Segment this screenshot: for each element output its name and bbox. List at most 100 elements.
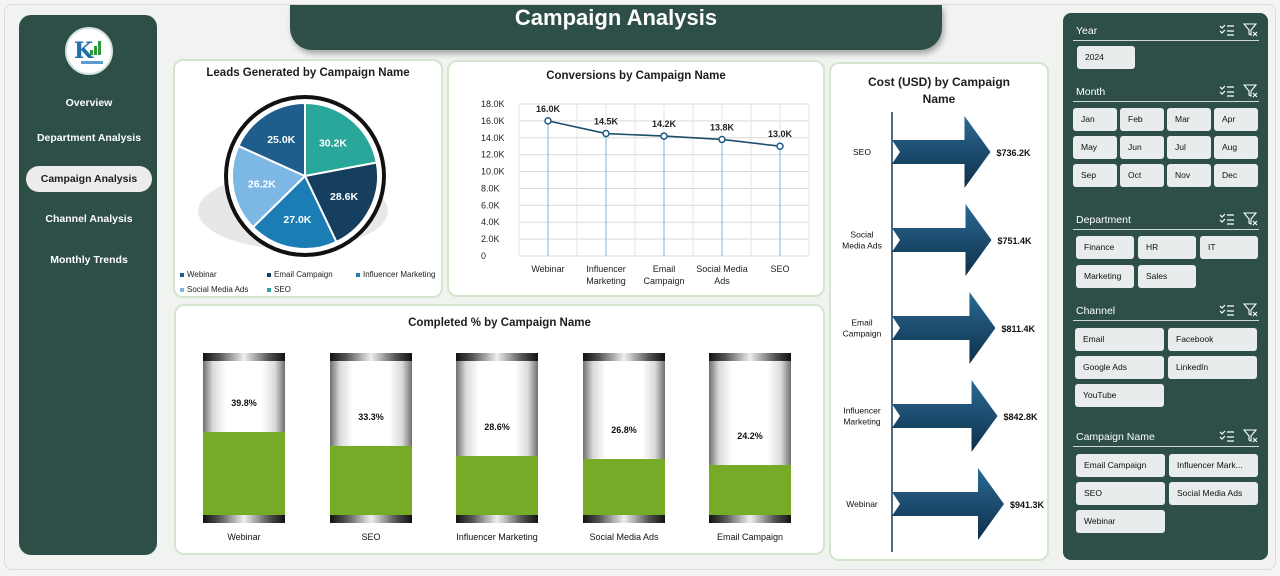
gauge-category-label: SEO — [361, 532, 381, 542]
x-tick-label: Webinar — [531, 264, 564, 274]
filter-chip-month-mar[interactable]: Mar — [1167, 108, 1211, 131]
clear-filter-icon[interactable] — [1242, 303, 1259, 317]
page-title: Campaign Analysis — [514, 5, 718, 30]
nav-item-channel-analysis[interactable]: Channel Analysis — [45, 213, 133, 225]
nav-item-campaign-analysis[interactable]: Campaign Analysis — [26, 166, 152, 192]
multi-select-icon[interactable] — [1219, 303, 1235, 317]
y-tick-label: 16.0K — [481, 116, 505, 126]
x-tick-label: Influencer — [586, 264, 626, 274]
completed-gauge: 33.3% — [330, 353, 412, 523]
filter-chip-month-jan[interactable]: Jan — [1073, 108, 1117, 131]
filter-chip-email[interactable]: Email — [1075, 328, 1164, 351]
filter-chip-month-apr[interactable]: Apr — [1214, 108, 1258, 131]
y-tick-label: 14.0K — [481, 133, 505, 143]
legend-swatch — [356, 272, 360, 277]
legend-swatch — [180, 272, 184, 277]
conversions-chart-title: Conversions by Campaign Name — [546, 70, 726, 82]
legend-label: SEO — [274, 285, 291, 294]
clear-filter-icon[interactable] — [1242, 212, 1259, 226]
gauge-fill — [583, 459, 665, 515]
cost-value-label: $811.4K — [1001, 324, 1035, 334]
filter-chip-email-campaign[interactable]: Email Campaign — [1076, 454, 1165, 477]
filter-header-channel: Channel — [1073, 303, 1259, 321]
filter-chip-influencer-marketing[interactable]: Influencer Mark... — [1169, 454, 1258, 477]
filter-label: Month — [1076, 86, 1106, 98]
clear-filter-icon[interactable] — [1242, 23, 1259, 37]
x-tick-label: Email — [653, 264, 676, 274]
legend-item-influencer-marketing: Influencer Marketing — [356, 270, 435, 279]
legend-item-email-campaign: Email Campaign — [267, 270, 333, 279]
legend-swatch — [267, 287, 271, 292]
filter-chip-facebook[interactable]: Facebook — [1168, 328, 1257, 351]
gauge-category-label: Social Media Ads — [589, 532, 659, 542]
legend-item-social-media-ads: Social Media Ads — [180, 285, 248, 294]
gauge-fill — [330, 446, 412, 515]
filter-chip-month-aug[interactable]: Aug — [1214, 136, 1258, 159]
filter-chip-finance[interactable]: Finance — [1076, 236, 1134, 259]
multi-select-icon[interactable] — [1219, 23, 1235, 37]
gauge-cap-bottom — [330, 515, 412, 523]
multi-select-icon[interactable] — [1219, 84, 1235, 98]
filter-chip-month-sep[interactable]: Sep — [1073, 164, 1117, 187]
completed-gauge: 28.6% — [456, 353, 538, 523]
filter-chip-month-jul[interactable]: Jul — [1167, 136, 1211, 159]
nav-item-overview[interactable]: Overview — [65, 97, 113, 109]
filter-chip-webinar[interactable]: Webinar — [1076, 510, 1165, 533]
cost-category-label: Media Ads — [842, 241, 882, 251]
cost-value-label: $842.8K — [1004, 412, 1039, 422]
filter-chip-year[interactable]: 2024 — [1077, 46, 1135, 69]
legend-label: Webinar — [187, 270, 217, 279]
cost-category-label: Webinar — [846, 499, 878, 509]
gauge-value-label: 33.3% — [358, 412, 384, 422]
filter-chip-social-media-ads[interactable]: Social Media Ads — [1169, 482, 1258, 505]
leads-pie-chart: 30.2K 28.6K 27.0K 26.2K 25.0K — [198, 95, 388, 257]
filter-chip-seo[interactable]: SEO — [1076, 482, 1165, 505]
clear-filter-icon[interactable] — [1242, 84, 1259, 98]
x-tick-label: Campaign — [643, 276, 684, 286]
page-title-banner: Campaign Analysis — [290, 5, 942, 50]
gauge-fill — [709, 465, 791, 515]
y-tick-label: 2.0K — [481, 234, 500, 244]
x-tick-label: SEO — [770, 264, 789, 274]
filter-header-year: Year — [1073, 23, 1259, 41]
cost-category-label: SEO — [853, 147, 871, 157]
filter-chip-month-oct[interactable]: Oct — [1120, 164, 1164, 187]
filter-chip-month-feb[interactable]: Feb — [1120, 108, 1164, 131]
nav-item-monthly-trends[interactable]: Monthly Trends — [50, 254, 128, 266]
multi-select-icon[interactable] — [1219, 212, 1235, 226]
clear-filter-icon[interactable] — [1242, 429, 1259, 443]
filter-chip-marketing[interactable]: Marketing — [1076, 265, 1134, 288]
filter-chip-it[interactable]: IT — [1200, 236, 1258, 259]
filter-chip-month-may[interactable]: May — [1073, 136, 1117, 159]
nav-item-department-analysis[interactable]: Department Analysis — [36, 132, 142, 144]
pie-slice — [304, 101, 378, 178]
gauge-category-label: Email Campaign — [716, 532, 784, 542]
filter-panel: Year 2024 Month Jan Feb Mar Apr May Jun Jul Aug… — [1063, 13, 1268, 560]
gauge-cap-top — [709, 353, 791, 361]
filter-chip-sales[interactable]: Sales — [1138, 265, 1196, 288]
conversions-chart-card: Conversions by Campaign Name 0 2.0K 4.0K 6.… — [447, 60, 825, 297]
data-label: 13.0K — [768, 129, 793, 139]
gauge-cap-top — [203, 353, 285, 361]
filter-chip-month-nov[interactable]: Nov — [1167, 164, 1211, 187]
filter-chip-google-ads[interactable]: Google Ads — [1075, 356, 1164, 379]
gauge-category-label: Webinar — [227, 532, 261, 542]
gauge-fill — [456, 456, 538, 515]
filter-chip-month-dec[interactable]: Dec — [1214, 164, 1258, 187]
filter-header-campaign: Campaign Name — [1073, 429, 1259, 447]
y-tick-label: 6.0K — [481, 200, 500, 210]
legend-label: Email Campaign — [274, 270, 333, 279]
pie-slice-label: 25.0K — [267, 134, 295, 146]
gauge-cap-bottom — [203, 515, 285, 523]
data-label: 14.2K — [652, 119, 677, 129]
filter-chip-hr[interactable]: HR — [1138, 236, 1196, 259]
filter-chip-youtube[interactable]: YouTube — [1075, 384, 1164, 407]
legend-item-seo: SEO — [267, 285, 291, 294]
gauge-cap-top — [330, 353, 412, 361]
pie-slice — [303, 161, 379, 244]
company-logo: K — [65, 27, 113, 75]
multi-select-icon[interactable] — [1219, 429, 1235, 443]
filter-chip-month-jun[interactable]: Jun — [1120, 136, 1164, 159]
cost-category-label: Email — [851, 318, 872, 328]
filter-chip-linkedin[interactable]: LinkedIn — [1168, 356, 1257, 379]
